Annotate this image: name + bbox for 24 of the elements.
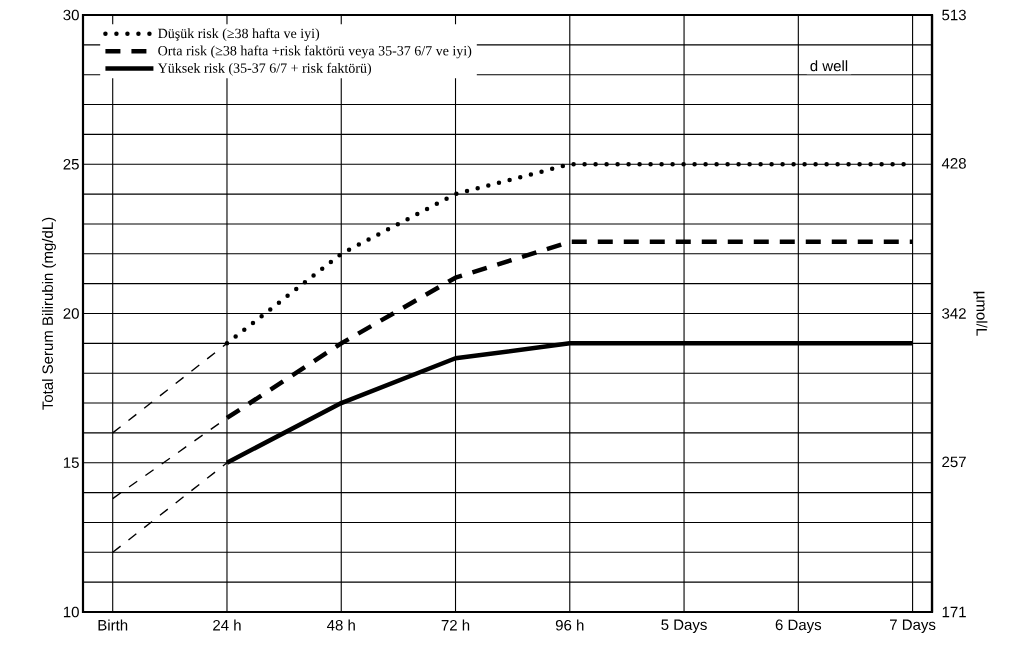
x-tick-label: 7 Days	[890, 619, 936, 633]
x-tick-label: 5 Days	[661, 619, 707, 633]
x-tick-label: 6 Days	[775, 619, 822, 634]
legend-label: Düşük risk (≥38 hafta ve iyi)	[158, 28, 320, 42]
legend-label: Orta risk (≥38 hafta +risk faktörü veya 35-37 6/7 ve iyi)	[158, 45, 472, 59]
y-axis-title: Total Serum Bilirubin (mg/dL)	[41, 217, 56, 410]
y-tick-label: 10	[63, 606, 79, 618]
y-tick-label: 20	[63, 308, 79, 319]
annotation: d well	[810, 60, 848, 72]
y2-tick-label: 513	[942, 9, 966, 21]
y2-tick-label: 171	[942, 606, 966, 618]
x-tick-label: Birth	[98, 619, 128, 631]
y-tick-label: 25	[63, 158, 79, 170]
x-tick-label: 48 h	[326, 619, 355, 631]
y-tick-label: 15	[63, 457, 79, 468]
x-tick-label: 72 h	[441, 619, 470, 631]
y-tick-label: 30	[63, 9, 79, 21]
y2-tick-label: 342	[942, 308, 966, 319]
y2-tick-label: 257	[942, 456, 966, 468]
legend-label: Yüksek risk (35-37 6/7 + risk faktörü)	[157, 62, 372, 76]
y2-axis-title: µmol/L	[973, 291, 988, 336]
x-tick-label: 24 h	[213, 619, 241, 631]
x-tick-label: 96 h	[555, 619, 584, 631]
y2-tick-label: 428	[941, 158, 966, 169]
